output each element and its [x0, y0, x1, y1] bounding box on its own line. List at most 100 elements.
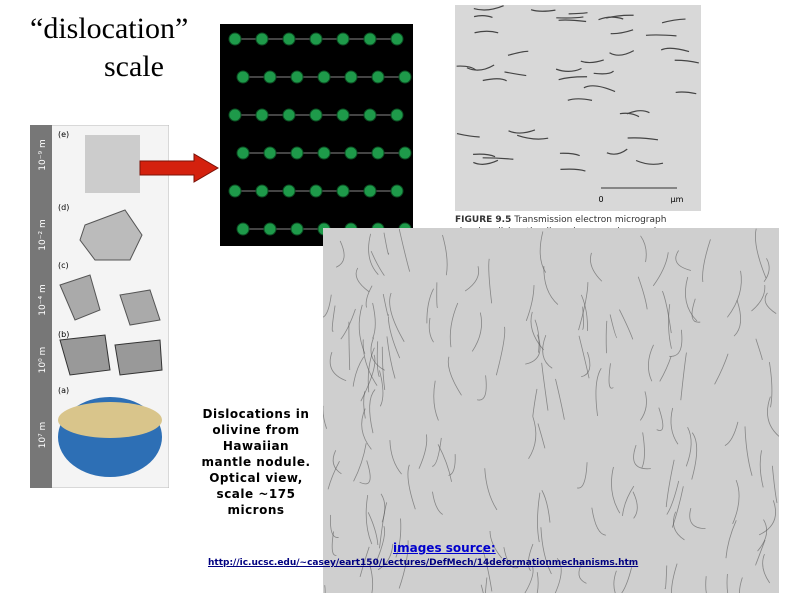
- dislocation: [436, 282, 438, 309]
- dislocation: [559, 152, 580, 157]
- dislocation: [637, 276, 648, 310]
- title-line: “dislocation”: [30, 12, 189, 45]
- dislocation: [367, 347, 375, 393]
- dislocation: [442, 234, 448, 276]
- dislocation: [763, 258, 770, 282]
- panel-label: (e): [58, 130, 69, 139]
- atom: [336, 32, 350, 46]
- dislocation: [480, 584, 484, 593]
- dislocation: [762, 553, 771, 584]
- dislocation: [381, 346, 386, 390]
- dislocation: [456, 65, 477, 71]
- dislocation: [610, 29, 634, 35]
- dislocation: [395, 518, 402, 558]
- atom: [317, 70, 331, 84]
- dislocation: [751, 285, 766, 312]
- dislocation: [365, 494, 373, 545]
- dislocation: [382, 293, 389, 317]
- atom: [398, 70, 412, 84]
- atom: [290, 70, 304, 84]
- dislocation: [581, 351, 591, 378]
- dislocation: [476, 375, 487, 401]
- dislocation: [539, 231, 547, 273]
- dislocation: [528, 416, 537, 459]
- dislocation: [555, 378, 565, 420]
- dislocation: [327, 461, 340, 490]
- lattice-image: [85, 135, 140, 193]
- crystal-image: [220, 24, 413, 246]
- dislocation: [507, 50, 529, 56]
- dislocation: [664, 565, 668, 590]
- dislocation: [374, 525, 386, 565]
- atom: [255, 184, 269, 198]
- dislocation: [447, 356, 462, 396]
- atom: [363, 32, 377, 46]
- tem-background: [455, 5, 701, 211]
- atom: [363, 184, 377, 198]
- dislocation: [633, 445, 651, 470]
- dislocation: [484, 468, 498, 511]
- dislocation: [370, 250, 385, 276]
- dislocation: [739, 577, 743, 593]
- dislocation: [578, 282, 589, 331]
- dislocation: [660, 47, 690, 53]
- dislocation: [359, 546, 370, 577]
- dislocation: [377, 543, 394, 571]
- dislocation: [508, 129, 536, 134]
- dislocation: [482, 78, 507, 82]
- dislocation: [530, 9, 556, 12]
- atom: [309, 32, 323, 46]
- atom: [263, 146, 277, 160]
- dislocation: [755, 228, 767, 279]
- atom: [236, 70, 250, 84]
- dislocation: [606, 148, 628, 155]
- title-line: scale: [104, 50, 164, 83]
- atom: [390, 32, 404, 46]
- dislocation: [372, 302, 376, 339]
- axis-label: 10⁰ m: [38, 347, 48, 374]
- atom: [290, 222, 304, 236]
- dislocation: [725, 520, 737, 559]
- dislocation: [389, 440, 402, 475]
- block-image: [59, 274, 101, 321]
- block-image: [119, 289, 161, 326]
- dislocation: [669, 329, 683, 357]
- axis-label: 10⁷ m: [38, 422, 48, 449]
- dislocation: [671, 563, 678, 593]
- dislocation: [598, 16, 624, 21]
- axis-label: 10⁻⁴ m: [38, 284, 48, 315]
- dislocation: [484, 577, 488, 593]
- dislocation: [330, 514, 339, 538]
- caption-line: Optical view,: [209, 471, 303, 485]
- dislocation: [516, 134, 549, 140]
- source-link[interactable]: images source:: [393, 541, 496, 555]
- dislocation: [583, 85, 616, 93]
- dislocation: [340, 308, 356, 340]
- dislocation: [488, 258, 493, 304]
- dislocation: [398, 540, 409, 589]
- dislocation: [433, 380, 439, 421]
- dislocation: [362, 339, 378, 386]
- dislocation: [611, 466, 621, 514]
- dislocation: [755, 338, 763, 360]
- dislocation: [428, 317, 434, 343]
- dislocation: [426, 288, 434, 324]
- dislocation: [759, 450, 764, 488]
- atom: [228, 32, 242, 46]
- dislocation: [609, 50, 635, 56]
- dislocation: [352, 356, 365, 387]
- source-url[interactable]: http://ic.ucsc.edu/~casey/eart150/Lectur…: [208, 558, 639, 568]
- dislocation: [705, 576, 707, 593]
- tem-image: 0 μm: [455, 5, 701, 211]
- atom: [390, 108, 404, 122]
- dislocation: [554, 557, 562, 593]
- atom: [290, 146, 304, 160]
- dislocation: [471, 312, 482, 352]
- dislocation: [530, 311, 545, 351]
- dislocation: [724, 421, 739, 447]
- dislocation: [675, 250, 692, 271]
- atom: [317, 146, 331, 160]
- arrow-shape: [139, 153, 219, 183]
- dislocation: [652, 252, 669, 287]
